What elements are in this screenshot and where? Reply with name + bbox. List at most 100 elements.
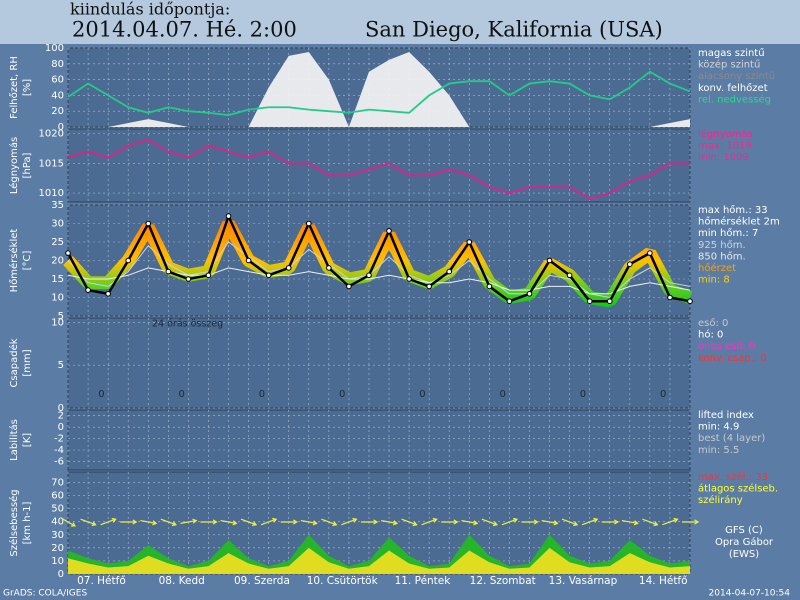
legend-entry: min: 8 [698, 275, 730, 286]
y-tick-label: 2 [58, 411, 64, 422]
arrow-head [192, 518, 198, 524]
legend-entry: max hőm.: 33 [698, 204, 768, 216]
wind-arrow [240, 518, 258, 527]
arrow-head [694, 519, 700, 525]
arrow-shaft [421, 518, 437, 526]
plot-area [67, 317, 691, 409]
legend-entry: 925 hőm. [698, 239, 746, 251]
y-axis-label: [K] [22, 433, 33, 447]
point [546, 257, 553, 264]
y-tick-label: 20 [51, 106, 64, 117]
y-tick-label: 0 [58, 569, 64, 580]
x-tick-label: 11. Péntek [395, 575, 452, 587]
data-label: 0 [98, 389, 104, 400]
arrow-head [272, 517, 278, 523]
x-tick-label: 09. Szerda [234, 575, 290, 587]
point [205, 272, 212, 279]
point [305, 220, 312, 227]
wind-arrow [401, 518, 418, 527]
y-tick-label: 20 [51, 256, 64, 267]
wind-arrow [561, 518, 579, 527]
legend-entry: hőmérséklet 2m [698, 216, 780, 228]
y-axis-label: Hőmérséklet [8, 229, 20, 293]
legend-entry: magas szintű [698, 47, 765, 59]
data-label: 0 [259, 389, 265, 400]
arrow-shaft [662, 518, 678, 526]
point [346, 283, 352, 290]
point [586, 298, 593, 305]
arrow-head [412, 521, 418, 527]
credit: Opra Gábor [715, 536, 774, 548]
y-tick-label: 10 [51, 556, 64, 567]
legend-entry: min: 1009 [698, 152, 749, 163]
wind-arrow [441, 519, 459, 525]
legend-entry: közép szintű [698, 59, 760, 71]
legend-entry: hó: 0 [698, 329, 723, 341]
arrow-head [212, 519, 218, 525]
point [185, 276, 192, 282]
plot-area [67, 409, 691, 471]
point [386, 228, 392, 234]
point [667, 294, 673, 301]
legend-entry: min: 5.5 [698, 445, 739, 456]
wind-arrow [321, 518, 338, 527]
line [67, 70, 691, 117]
point [165, 268, 172, 275]
arrow-shaft [581, 518, 598, 526]
arrow-head [553, 520, 559, 526]
arrow-shaft [180, 519, 197, 524]
point [85, 287, 91, 293]
arrow-head [492, 521, 498, 527]
arrow-shaft [481, 518, 498, 526]
legend-entry: 850 hőm. [698, 250, 746, 262]
legend-entry: szélirány [698, 494, 743, 506]
run-date: 2014.04.07. Hé. 2:00 [72, 18, 297, 42]
x-tick-label: 07. Hétfő [77, 575, 126, 587]
wind-arrow [200, 519, 218, 525]
wind-arrow [541, 519, 559, 526]
arrow-head [573, 521, 579, 527]
arrow-shaft [341, 518, 357, 526]
wind-arrow [220, 519, 238, 526]
footer-left: GrADS: COLA/IGES [3, 589, 87, 599]
data-label: 0 [660, 389, 666, 400]
legend-entry: konv. felhőzet [698, 82, 768, 94]
arrow-head [392, 520, 399, 526]
legend-entry: best (4 layer) [698, 433, 765, 444]
wind-arrow [521, 519, 539, 525]
y-tick-label: 10 [51, 317, 64, 328]
point [265, 272, 272, 279]
arrow-head [432, 517, 438, 523]
point [627, 261, 633, 268]
area [68, 547, 690, 574]
wind-arrow [360, 519, 379, 525]
arrow-head [232, 520, 238, 526]
y-axis-label: [°C] [22, 251, 33, 271]
location: San Diego, Kalifornia (USA) [365, 18, 663, 42]
y-tick-label: -6 [54, 456, 64, 467]
legend-entry: hőérzet [698, 262, 736, 274]
y-tick-label: 40 [51, 90, 64, 101]
legend-entry: rel. nedvesség [698, 93, 771, 105]
data-label: 0 [339, 389, 345, 400]
y-tick-label: 50 [51, 504, 64, 515]
y-tick-label: 0 [58, 403, 64, 414]
arrow-head [593, 517, 599, 523]
arrow-shaft [621, 519, 638, 524]
arrow-head [91, 521, 97, 527]
wind-arrow [601, 519, 619, 525]
arrow-shaft [321, 518, 337, 526]
arrow-head [633, 520, 639, 526]
point [285, 265, 292, 271]
caption: kiindulás időpontja: [70, 0, 230, 19]
y-axis-label: Szélsebesség [8, 489, 20, 556]
wind-arrow [280, 519, 298, 525]
arrow-head [614, 519, 619, 525]
wind-arrow [481, 518, 498, 527]
y-tick-label: 40 [51, 517, 64, 528]
arrow-head [352, 517, 358, 523]
arrow-head [332, 521, 338, 527]
wind-arrow [160, 518, 177, 527]
legend-entry: konv. csap.: 0 [698, 353, 767, 364]
x-tick-label: 10. Csütörtök [307, 575, 379, 587]
